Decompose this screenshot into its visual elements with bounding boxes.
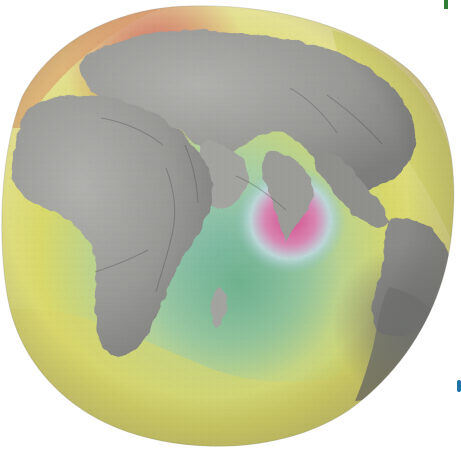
bottom-right-blue-edge-mark [457,380,461,392]
geoid-outline [1,5,455,447]
top-right-green-edge-mark [444,0,448,9]
